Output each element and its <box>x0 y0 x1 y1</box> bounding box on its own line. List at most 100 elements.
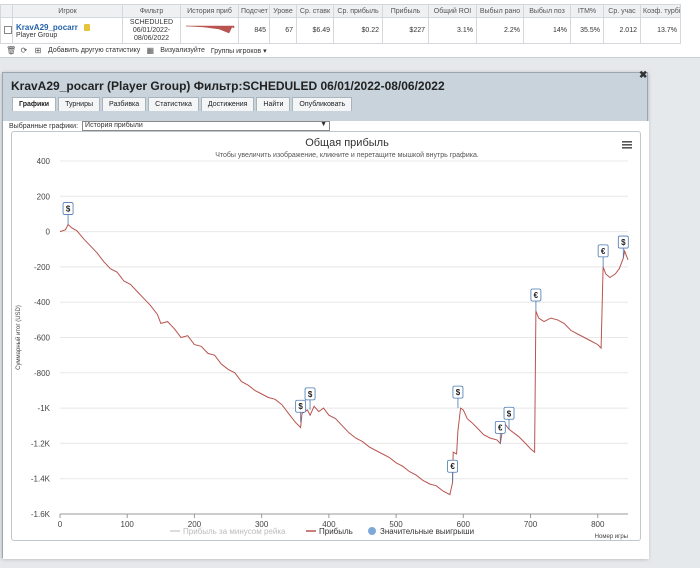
stat-cell: 35.5% <box>570 17 604 44</box>
x-axis-label: Номер игры <box>595 534 628 540</box>
graph-select-row: Выбранные графики: История прибыли ▼ <box>9 121 331 131</box>
column-header[interactable]: Общий ROI <box>428 4 477 18</box>
trash-icon[interactable]: 🗑 <box>6 45 17 55</box>
column-header[interactable]: Прибыль <box>382 4 429 18</box>
column-header[interactable]: Ср. учас <box>603 4 641 18</box>
y-tick-label: -800 <box>34 369 51 378</box>
column-header[interactable]: Игрок <box>12 4 123 18</box>
legend-item-profit: Прибыль <box>319 527 353 536</box>
y-tick-label: -200 <box>34 263 51 272</box>
profit-chart[interactable]: Общая прибыль Чтобы увеличить изображение… <box>11 131 641 541</box>
column-header[interactable]: Урове <box>269 4 297 18</box>
profit-history-sparkline[interactable] <box>180 17 239 44</box>
big-win-marker-label: $ <box>66 205 71 214</box>
y-tick-label: 400 <box>37 157 51 166</box>
lock-icon <box>83 23 90 31</box>
player-dialog: KravA29_pocarr (Player Group) Фильтр:SCH… <box>2 70 649 559</box>
big-win-marker-label: € <box>450 462 455 471</box>
tab-breakdown[interactable]: Разбивка <box>102 97 147 111</box>
stat-cell: 14% <box>523 17 571 44</box>
y-axis-label: Суммарный итог (USD) <box>15 305 22 370</box>
row-checkbox[interactable] <box>4 25 12 34</box>
big-win-marker-label: $ <box>308 390 313 399</box>
profit-series-line <box>59 223 629 496</box>
filter-line: 06/01/2022- <box>132 26 171 34</box>
big-win-marker <box>530 288 542 302</box>
add-stats-button[interactable]: Добавить другую статистику <box>48 47 141 54</box>
column-header[interactable]: Выбыл рано <box>476 4 524 18</box>
stat-cell: $0.22 <box>333 17 383 44</box>
stats-toolbar: 🗑 ⟳ ⊞ Добавить другую статистику ▦ Визуа… <box>0 44 700 57</box>
dialog-title: KravA29_pocarr (Player Group) Фильтр:SCH… <box>11 79 445 93</box>
select-column-header <box>0 4 13 18</box>
y-tick-label: -400 <box>34 298 51 307</box>
big-win-marker-label: € <box>498 423 503 432</box>
tab-graphs[interactable]: Графики <box>12 97 57 111</box>
stat-cell: 2.2% <box>476 17 524 44</box>
tab-achievements[interactable]: Достижения <box>200 97 255 111</box>
big-win-marker <box>494 420 506 434</box>
filter-cell: SCHEDULED 06/01/2022- 08/06/2022 <box>122 17 181 44</box>
chart-subtitle: Чтобы увеличить изображение, кликните и … <box>215 151 479 159</box>
player-group-label: Player Group <box>16 31 58 39</box>
y-tick-label: 200 <box>37 192 51 201</box>
player-groups-dropdown[interactable]: Группы игроков ▾ <box>210 47 267 55</box>
filter-line: 08/06/2022 <box>133 34 170 42</box>
stats-table: Игрок Фильтр История приб Подсчет Урове … <box>0 4 700 44</box>
refresh-icon[interactable]: ⟳ <box>20 45 28 55</box>
stats-panel: Игрок Фильтр История приб Подсчет Урове … <box>0 0 700 58</box>
x-tick-label: 0 <box>58 520 63 529</box>
big-win-marker <box>295 399 307 413</box>
close-icon[interactable]: ✖ <box>639 70 648 81</box>
column-header[interactable]: Фильтр <box>122 4 181 18</box>
tab-find[interactable]: Найти <box>256 97 291 111</box>
big-win-marker-label: € <box>534 291 539 300</box>
tab-publish[interactable]: Опубликовать <box>292 97 353 111</box>
stat-cell: 3.1% <box>428 17 477 44</box>
chart-menu-icon[interactable] <box>622 141 632 149</box>
x-tick-label: 600 <box>457 520 471 529</box>
y-tick-label: -1K <box>38 404 51 413</box>
column-header[interactable]: Ср. прибыль <box>333 4 383 18</box>
stat-cell: 2.012 <box>603 17 641 44</box>
big-win-marker <box>304 387 316 401</box>
column-header[interactable]: Выбыл поз <box>523 4 571 18</box>
column-header[interactable]: Подсчет <box>238 4 270 18</box>
table-row: KravA29_pocarr Player Group SCHEDULED 06… <box>0 17 700 44</box>
y-tick-label: -1.4K <box>31 475 51 484</box>
sparkline-graph <box>185 25 235 33</box>
big-win-marker <box>447 459 458 473</box>
column-header[interactable]: История приб <box>180 4 239 18</box>
y-tick-label: -1.2K <box>31 439 51 448</box>
chart-title: Общая прибыль <box>305 137 389 149</box>
dialog-body: Выбранные графики: История прибыли ▼ Общ… <box>3 121 649 559</box>
visualize-button[interactable]: Визуализуйте <box>160 47 205 54</box>
dialog-tabs: Графики Турниры Разбивка Статистика Дост… <box>12 97 353 111</box>
stat-cell: $6.49 <box>296 17 334 44</box>
stat-cell: 845 <box>238 17 270 44</box>
chart-icon: ▦ <box>146 45 155 55</box>
tab-tournaments[interactable]: Турниры <box>58 97 101 111</box>
filter-line: SCHEDULED <box>129 18 174 26</box>
player-name-link[interactable]: KravA29_pocarr <box>16 22 78 32</box>
stat-cell: 13.7% <box>640 17 681 44</box>
column-header[interactable]: Коэф. турбі <box>640 4 681 18</box>
graph-select-value: История прибыли <box>85 122 143 129</box>
row-checkbox-cell[interactable] <box>0 17 13 44</box>
profit-chart-svg[interactable]: Общая прибыль Чтобы увеличить изображение… <box>12 132 642 542</box>
y-tick-label: -600 <box>34 334 51 343</box>
x-tick-label: 400 <box>322 520 336 529</box>
column-header[interactable]: ITM% <box>570 4 604 18</box>
stat-cell: $227 <box>382 17 429 44</box>
y-tick-label: 0 <box>46 228 51 237</box>
big-win-marker-label: $ <box>298 402 303 411</box>
chevron-down-icon: ▼ <box>320 121 328 128</box>
stat-cell: 67 <box>269 17 297 44</box>
tab-statistics[interactable]: Статистика <box>148 97 199 111</box>
big-win-marker-label: $ <box>456 388 461 397</box>
graph-select[interactable]: История прибыли ▼ <box>82 121 331 131</box>
big-win-marker <box>617 235 629 249</box>
big-win-marker-label: € <box>601 247 606 256</box>
column-header[interactable]: Ср. ставк <box>296 4 334 18</box>
y-tick-label: -1.6K <box>31 510 51 519</box>
